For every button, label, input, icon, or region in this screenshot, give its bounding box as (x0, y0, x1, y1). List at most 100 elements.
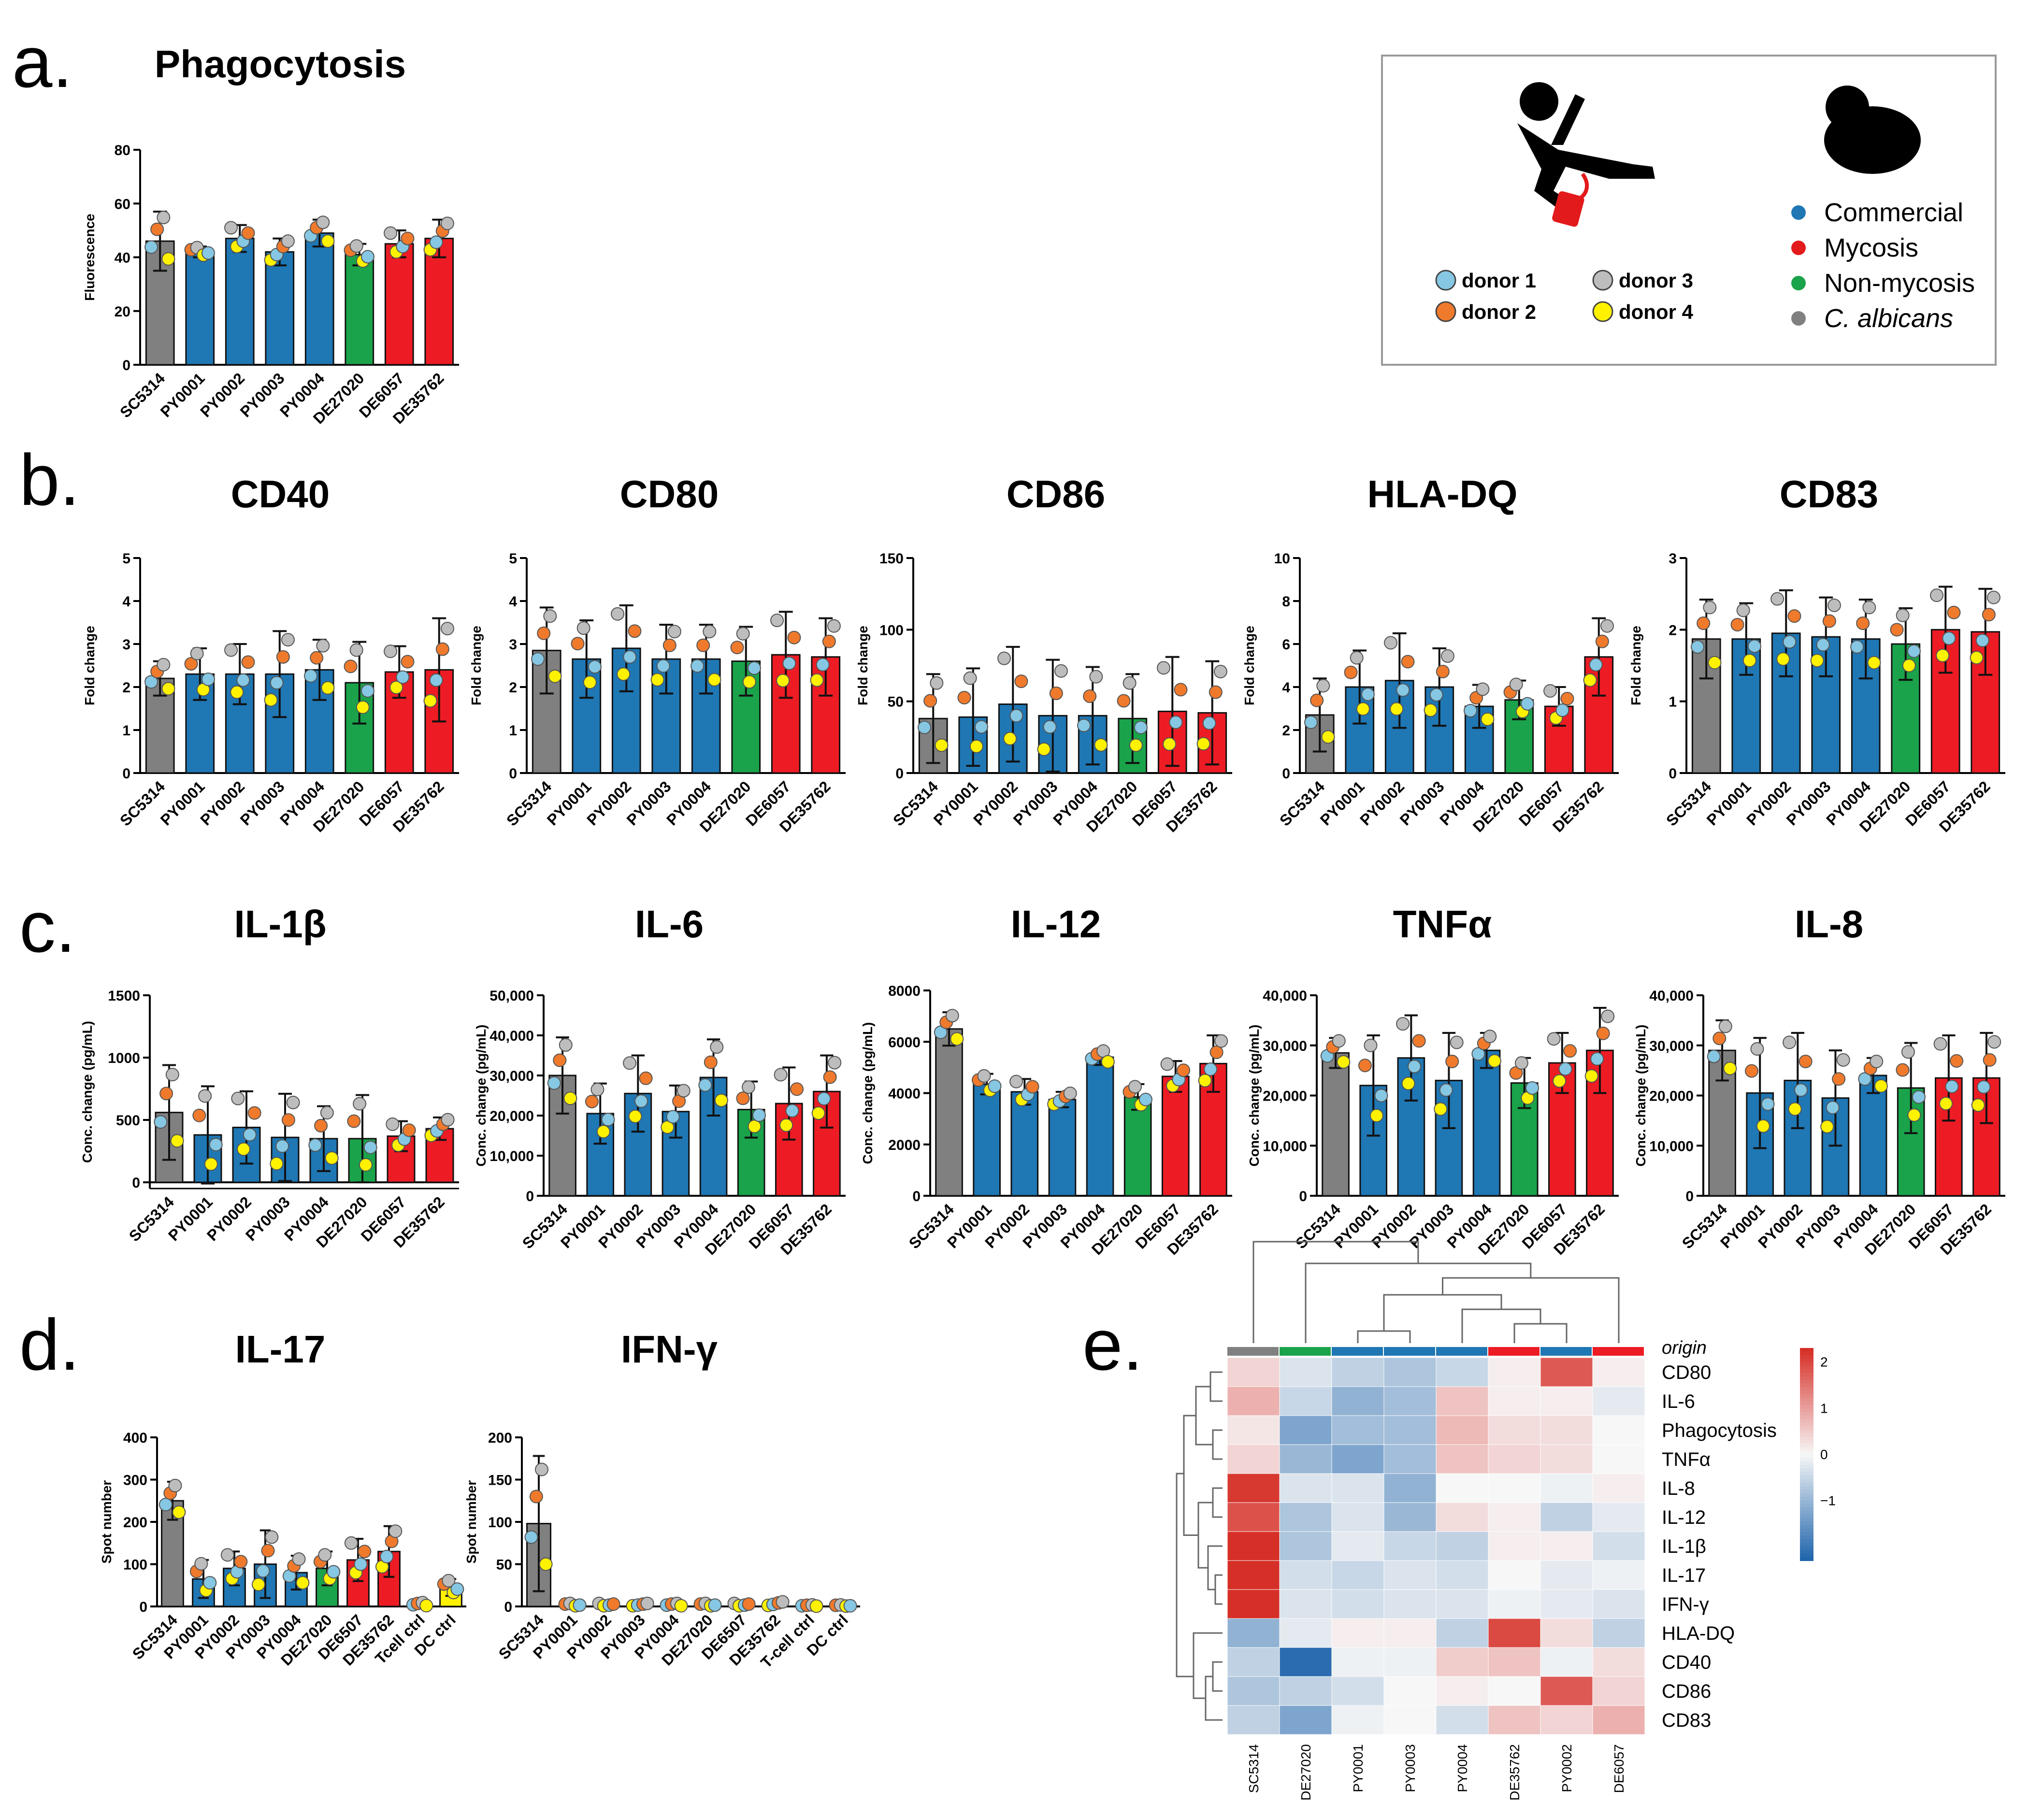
donor-point (144, 240, 158, 254)
donor-point (988, 1079, 1002, 1093)
heatmap-cell (1279, 1531, 1332, 1561)
donor-point (1037, 742, 1051, 756)
donor-person-icon (1517, 82, 1655, 227)
heatmap-cell (1227, 1415, 1280, 1445)
donor-point (1836, 1053, 1850, 1067)
donor-point (1867, 656, 1881, 670)
donor-point (190, 646, 204, 660)
donor-point (1476, 682, 1490, 696)
donor-point (1202, 716, 1216, 730)
colorbar-segment (1800, 1376, 1813, 1380)
donor-point (1870, 1054, 1884, 1068)
y-tick-label: 8 (1282, 594, 1290, 610)
heatmap-cell (1227, 1473, 1280, 1503)
colorbar-segment (1800, 1412, 1813, 1416)
colorbar-segment (1800, 1493, 1813, 1497)
donor-point (1756, 1119, 1770, 1133)
y-tick-label: 2 (122, 680, 130, 696)
donor-point (1321, 730, 1335, 744)
donor-point (440, 216, 454, 230)
donor-point (1983, 1053, 1997, 1067)
column-label: DE35762 (1507, 1744, 1522, 1801)
donor-point (1707, 1049, 1721, 1063)
y-tick-label: 50 (888, 694, 904, 710)
y-axis-label: Fold change (1242, 626, 1257, 705)
colorbar-segment (1800, 1461, 1813, 1465)
y-tick-label: 30,000 (489, 1068, 534, 1084)
donor-point (810, 673, 824, 687)
y-tick-label: 400 (123, 1430, 147, 1446)
donor-point (1560, 692, 1574, 706)
legend-marker-donor-2 (1435, 301, 1456, 322)
donor-point (150, 222, 164, 236)
donor-point (1558, 1062, 1572, 1076)
donor-point (1401, 655, 1415, 669)
origin-legend: Commercial Mycosis Non-mycosis C. albica… (1791, 198, 1975, 333)
heatmap-cell (1436, 1705, 1489, 1735)
row-label: Phagocytosis (1662, 1420, 1777, 1441)
donor-point (742, 1597, 756, 1611)
donor-point (1744, 1064, 1758, 1078)
donor-point (172, 1505, 186, 1519)
origin-strip-PY0002 (1540, 1347, 1592, 1356)
donor-point (611, 607, 625, 621)
donor-point (1583, 673, 1597, 687)
y-tick-label: 50,000 (489, 988, 534, 1004)
dendrogram-link (1205, 1676, 1223, 1721)
donor-point (617, 667, 631, 681)
dendrogram-link (1513, 1323, 1568, 1343)
chart-cd80: CD80 0 1 2 3 4 5 Fold change SC5314PY0001PY0002P… (469, 473, 846, 835)
y-axis-label: Spot number (464, 1480, 479, 1564)
donor-point (666, 1110, 680, 1124)
donor-point (1945, 1079, 1959, 1093)
donor-point (241, 226, 255, 240)
donor-point (1770, 592, 1784, 606)
donor-point (1890, 623, 1904, 637)
donor-point (1424, 703, 1438, 717)
donor-point (1730, 617, 1744, 631)
chart-title: IL-12 (1011, 903, 1101, 946)
y-tick-label: 500 (116, 1113, 140, 1129)
heatmap-cell (1383, 1415, 1437, 1445)
donor-point (817, 1092, 831, 1106)
dendrogram-link (1212, 1429, 1223, 1460)
donor-point (1947, 605, 1961, 619)
heatmap-cell (1331, 1705, 1384, 1735)
donor-point (1907, 1108, 1921, 1122)
donor-point (752, 1108, 766, 1122)
heatmap-cell (1279, 1647, 1332, 1677)
donor-point (261, 1544, 275, 1558)
donor-point (327, 1565, 341, 1579)
dendrogram-link (1176, 1473, 1194, 1677)
chart-title: IL-6 (635, 903, 704, 946)
donor-point (547, 1076, 561, 1090)
panel-label-e: e. (1082, 1304, 1143, 1385)
heatmap-cell (1488, 1618, 1541, 1648)
donor-point (1525, 1081, 1539, 1095)
donor-point (275, 1139, 289, 1153)
heatmap-cell (1488, 1589, 1541, 1619)
row-label: IL-6 (1662, 1391, 1695, 1412)
donor-point (539, 1557, 553, 1571)
donor-point (1697, 616, 1711, 630)
chart-title: IL-1β (234, 903, 326, 946)
donor-point (157, 211, 171, 225)
heatmap-cell (1279, 1357, 1332, 1387)
donor-point (1982, 608, 1996, 622)
y-tick-label: 4 (509, 594, 517, 610)
donor-point (606, 1597, 620, 1611)
donor-point (1902, 659, 1916, 673)
heatmap-panel: origin CD80 IL-6 Phagocytosis TNFα IL-8 IL-12 I… (1176, 1241, 1836, 1801)
legend-marker-non-mycosis (1791, 276, 1806, 290)
donor-point (209, 1138, 223, 1152)
y-tick-label: 0 (526, 1189, 534, 1204)
panel-label-d: d. (19, 1304, 80, 1385)
donor-point (787, 631, 801, 645)
heatmap-cell (1592, 1502, 1645, 1532)
donor-point (776, 1595, 790, 1609)
donor-point (703, 625, 717, 639)
origin-strip-SC5314 (1227, 1347, 1279, 1356)
donor-point (158, 1498, 173, 1512)
y-tick-label: 0 (132, 1175, 140, 1191)
